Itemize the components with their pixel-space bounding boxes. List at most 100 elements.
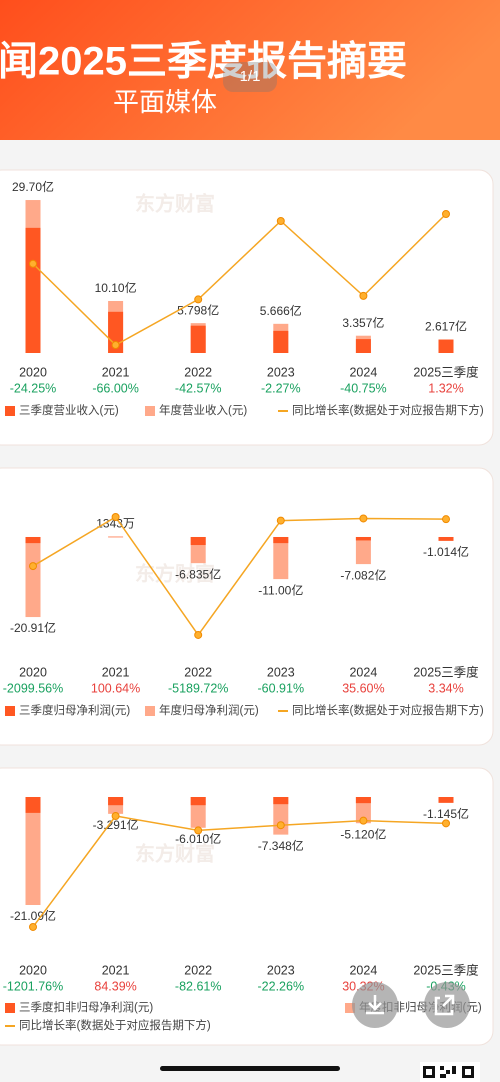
legend-label: 三季度营业收入(元) (19, 403, 119, 417)
watermark: 东方财富 (135, 191, 215, 215)
bar (25, 797, 41, 905)
growth-label: -22.26% (258, 979, 305, 993)
value-label: 3.357亿 (342, 315, 384, 330)
x-tick-label: 2022 (184, 665, 212, 679)
x-tick-label: 2020 (19, 665, 47, 679)
value-label: -5.120亿 (340, 826, 386, 841)
growth-label: -42.57% (175, 381, 222, 395)
line (32, 213, 447, 346)
legend-label: 三季度归母净利润(元) (19, 703, 130, 717)
bar (273, 536, 289, 544)
bar (190, 536, 206, 546)
x-tick-label: 2021 (102, 365, 130, 379)
line-point (276, 821, 285, 830)
value-label: 10.10亿 (95, 280, 137, 295)
growth-label: -24.25% (10, 381, 57, 395)
watermark: 东方财富 (135, 841, 215, 865)
x-tick-label: 2025三季度 (413, 364, 479, 379)
share-icon (434, 994, 455, 1016)
x-tick-label: 2023 (267, 365, 295, 379)
x-tick-label: 2020 (19, 365, 47, 379)
value-label: -1.145亿 (423, 806, 469, 821)
bar (25, 536, 41, 544)
line-point (276, 217, 285, 226)
page-indicator: 1/1 (240, 68, 261, 85)
value-label: -6.835亿 (175, 566, 221, 581)
line (32, 815, 447, 928)
growth-label: 84.39% (94, 979, 136, 993)
legend-label: 同比增长率(数据处于对应报告期下方) (292, 703, 484, 717)
x-tick-label: 2023 (267, 963, 295, 977)
value-label: 29.70亿 (12, 179, 54, 194)
x-tick-label: 2025三季度 (413, 962, 479, 977)
line-point (111, 513, 120, 522)
line-point (29, 922, 37, 931)
line-point (276, 516, 285, 525)
header-title: 闻2025三季度报告摘要 (0, 40, 407, 84)
x-tick-label: 2024 (349, 665, 377, 679)
value-label: -1.014亿 (423, 544, 469, 559)
legend-label: 三季度扣非归母净利润(元) (19, 1000, 153, 1014)
growth-label: 35.60% (342, 681, 384, 695)
legend-swatch (345, 1003, 355, 1013)
value-label: -7.348亿 (258, 838, 304, 853)
legend-swatch (145, 706, 155, 716)
growth-label: -1201.76% (3, 979, 63, 993)
line (32, 516, 447, 637)
growth-label: -2.27% (261, 381, 301, 395)
line-point (194, 295, 203, 304)
legend-swatch (145, 406, 155, 416)
legend-label: 年度营业收入(元) (159, 403, 247, 417)
share-button[interactable] (424, 982, 470, 1028)
bar (25, 227, 41, 353)
bar (25, 797, 41, 813)
bar (108, 536, 124, 538)
growth-label: 1.32% (428, 381, 463, 395)
x-tick-label: 2022 (184, 365, 212, 379)
growth-label: 100.64% (91, 681, 140, 695)
bar (190, 325, 206, 353)
bar (273, 797, 289, 805)
card (0, 467, 494, 746)
page-indicator-bg (223, 62, 277, 92)
line-point (29, 562, 37, 571)
bar (273, 536, 289, 580)
value-label: -11.00亿 (258, 582, 303, 597)
card (0, 169, 494, 446)
header-bg (0, 0, 500, 140)
x-tick-label: 2022 (184, 963, 212, 977)
legend-label: 同比增长率(数据处于对应报告期下方) (292, 403, 484, 417)
x-tick-label: 2025三季度 (413, 664, 479, 679)
bar (190, 797, 206, 806)
value-label: -6.010亿 (175, 831, 221, 846)
line-point (359, 291, 368, 300)
line-point (359, 816, 368, 825)
x-tick-label: 2024 (349, 365, 377, 379)
x-tick-label: 2024 (349, 963, 377, 977)
growth-label: -5189.72% (168, 681, 228, 695)
home-indicator (160, 1066, 340, 1071)
charts: 东方财富 29.70亿 10.10亿 5.798亿 5.666亿 3.357亿 2.617亿… (3, 179, 484, 1032)
overlay (160, 982, 480, 1082)
bar (108, 536, 124, 537)
value-label: 2.617亿 (425, 319, 467, 334)
bar (438, 536, 454, 541)
download-icon (366, 995, 384, 1015)
bar (355, 536, 371, 565)
x-tick-label: 2021 (102, 665, 130, 679)
bar (355, 797, 371, 804)
legend-swatch (5, 406, 15, 416)
line-point (111, 341, 120, 350)
value-label: -7.082亿 (340, 567, 386, 582)
bar (355, 797, 371, 824)
watermark: 东方财富 (135, 561, 215, 585)
growth-label: -2099.56% (3, 681, 63, 695)
x-tick-label: 2021 (102, 963, 130, 977)
bar (355, 339, 371, 353)
value-label: -21.09亿 (10, 908, 56, 923)
legend-label: 同比增长率(数据处于对应报告期下方) (19, 1018, 211, 1032)
qr-code (420, 1062, 480, 1082)
line-point (29, 259, 37, 268)
